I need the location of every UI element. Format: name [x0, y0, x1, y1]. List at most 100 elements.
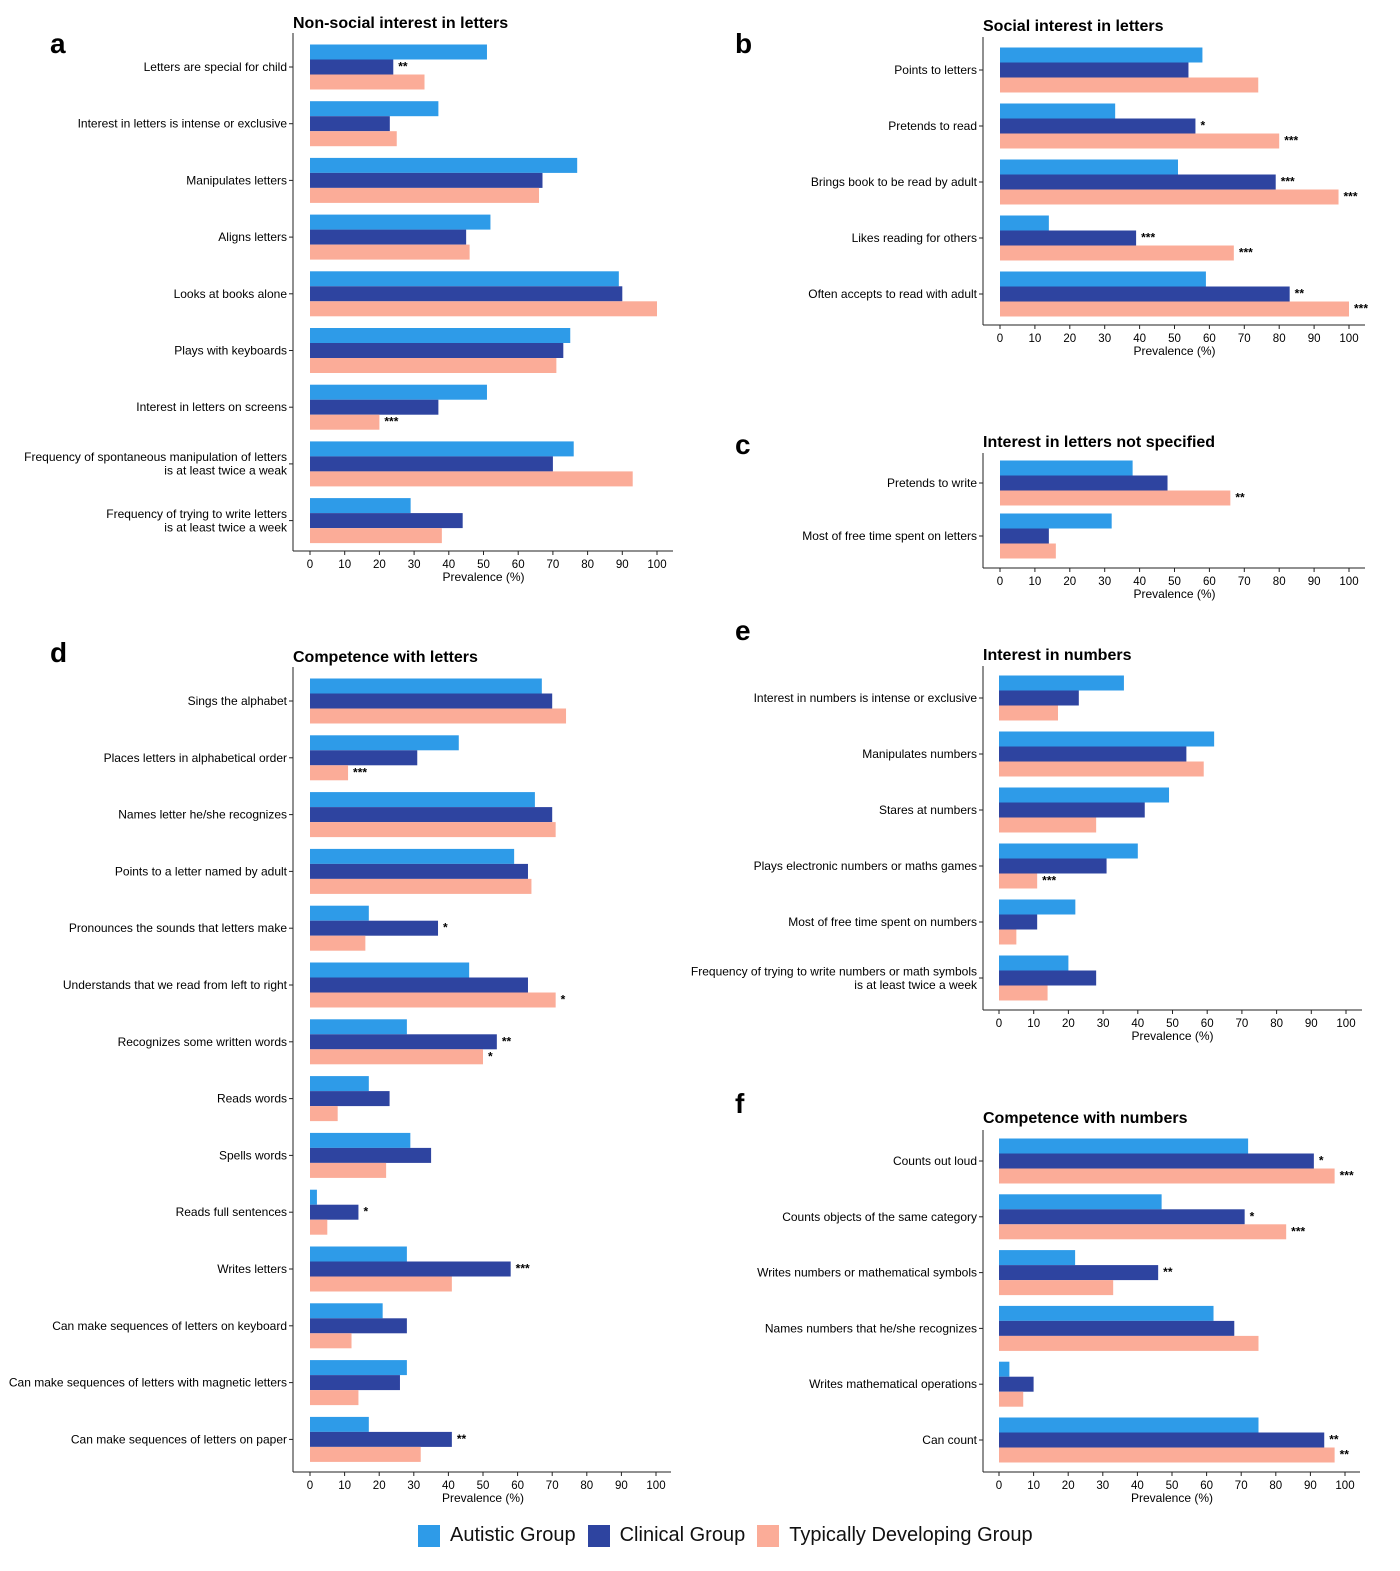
- category-label-e: Most of free time spent on numbers: [788, 915, 977, 929]
- x-tick-label-d: 70: [546, 1480, 559, 1492]
- bar-d-1: [310, 1091, 390, 1107]
- category-label-b: Points to letters: [894, 63, 977, 77]
- bar-a-1: [310, 59, 394, 75]
- panel-title-f: Competence with numbers: [983, 1110, 1188, 1127]
- x-tick-label-c: 40: [1133, 576, 1146, 588]
- bar-a-0: [310, 157, 578, 173]
- category-label-e: Plays electronic numbers or maths games: [754, 859, 977, 873]
- bar-b-1: [1000, 118, 1196, 134]
- legend: Autistic Group Clinical Group Typically …: [418, 1524, 1045, 1547]
- x-tick-label-c: 60: [1203, 576, 1216, 588]
- bar-e-1: [999, 858, 1107, 874]
- category-label-b: Brings book to be read by adult: [811, 175, 978, 189]
- bar-a-2: [310, 414, 380, 430]
- x-tick-label-f: 60: [1200, 1480, 1213, 1492]
- bar-e-1: [999, 802, 1145, 818]
- bar-a-1: [310, 229, 467, 245]
- bar-f-0: [999, 1194, 1162, 1210]
- bar-e-1: [999, 690, 1079, 706]
- bar-d-2: [310, 1219, 328, 1235]
- bar-b-2: [1000, 301, 1349, 317]
- x-tick-label-e: 70: [1236, 1018, 1249, 1030]
- x-axis-label-f: Prevalence (%): [1131, 1491, 1213, 1505]
- bar-d-0: [310, 905, 369, 921]
- bar-a-2: [310, 74, 425, 90]
- x-tick-label-a: 60: [512, 559, 525, 571]
- x-axis-label-d: Prevalence (%): [442, 1491, 524, 1505]
- category-label-d: Pronounces the sounds that letters make: [69, 921, 287, 935]
- bar-a-0: [310, 441, 574, 457]
- category-label-d: Points to a letter named by adult: [115, 864, 288, 878]
- bar-c-2: [1000, 490, 1231, 506]
- legend-label-clinical: Clinical Group: [619, 1524, 746, 1546]
- significance-marker-f: **: [1340, 1448, 1350, 1462]
- bar-d-2: [310, 992, 556, 1008]
- bar-f-2: [999, 1391, 1024, 1407]
- category-label-f: Names numbers that he/she recognizes: [765, 1321, 977, 1335]
- x-tick-label-c: 80: [1273, 576, 1286, 588]
- x-tick-label-d: 90: [615, 1480, 628, 1492]
- legend-label-autistic: Autistic Group: [450, 1524, 576, 1546]
- category-label-a: Manipulates letters: [186, 173, 287, 187]
- x-tick-label-a: 90: [616, 559, 629, 571]
- bar-d-1: [310, 693, 553, 709]
- x-tick-label-c: 50: [1168, 576, 1181, 588]
- x-tick-label-b: 0: [997, 333, 1003, 345]
- bar-c-1: [1000, 528, 1049, 544]
- x-tick-label-f: 80: [1269, 1480, 1282, 1492]
- x-tick-label-e: 10: [1027, 1018, 1040, 1030]
- x-tick-label-c: 70: [1238, 576, 1251, 588]
- x-axis-label-a: Prevalence (%): [442, 570, 524, 584]
- panel-title-c: Interest in letters not specified: [983, 434, 1215, 451]
- bar-b-0: [1000, 103, 1116, 119]
- bar-a-1: [310, 116, 390, 132]
- bar-a-0: [310, 384, 487, 400]
- significance-marker-d: *: [443, 921, 448, 935]
- bar-d-0: [310, 1416, 369, 1432]
- category-label-d: Names letter he/she recognizes: [118, 808, 287, 822]
- bar-a-1: [310, 456, 553, 472]
- bar-a-1: [310, 172, 543, 188]
- panel-title-a: Non-social interest in letters: [293, 15, 508, 32]
- significance-marker-a: ***: [384, 415, 398, 429]
- bar-d-2: [310, 1446, 421, 1462]
- panel-letter-d: d: [50, 637, 67, 668]
- bar-d-2: [310, 708, 567, 724]
- bar-a-0: [310, 498, 411, 514]
- bar-d-0: [310, 1189, 317, 1205]
- x-tick-label-a: 10: [338, 559, 351, 571]
- x-tick-label-a: 20: [373, 559, 386, 571]
- x-tick-label-a: 80: [581, 559, 594, 571]
- bar-a-2: [310, 358, 557, 373]
- bar-b-2: [1000, 133, 1280, 149]
- significance-marker-b: ***: [1354, 302, 1368, 316]
- category-label-d: Can make sequences of letters on paper: [71, 1432, 287, 1446]
- x-tick-label-b: 100: [1339, 333, 1358, 345]
- category-label-d: Recognizes some written words: [118, 1035, 287, 1049]
- bar-a-1: [310, 343, 564, 358]
- category-label-b: Often accepts to read with adult: [808, 287, 977, 301]
- legend-swatch-clinical: [587, 1524, 610, 1547]
- category-label-a: Aligns letters: [218, 230, 287, 244]
- panel-letter-f: f: [735, 1088, 745, 1119]
- bar-b-1: [1000, 62, 1189, 78]
- legend-item-typical: Typically Developing Group: [757, 1524, 1033, 1547]
- x-tick-label-b: 40: [1133, 333, 1146, 345]
- bar-d-2: [310, 878, 532, 894]
- bar-d-1: [310, 1431, 452, 1447]
- category-label-f: Writes mathematical operations: [809, 1377, 977, 1391]
- bar-d-2: [310, 1276, 452, 1292]
- significance-marker-d: ***: [516, 1262, 530, 1276]
- bar-f-0: [999, 1305, 1214, 1321]
- legend-item-autistic: Autistic Group: [418, 1524, 576, 1547]
- category-label-d: Sings the alphabet: [188, 694, 288, 708]
- x-tick-label-c: 100: [1339, 576, 1358, 588]
- bar-d-2: [310, 1390, 359, 1406]
- category-label-d: Reads words: [217, 1092, 287, 1106]
- bar-d-2: [310, 935, 366, 951]
- significance-marker-f: *: [1250, 1209, 1255, 1223]
- category-label-a: Interest in letters on screens: [136, 400, 287, 414]
- category-label-c: Pretends to write: [887, 476, 977, 490]
- bar-d-1: [310, 750, 418, 766]
- x-tick-label-b: 50: [1168, 333, 1181, 345]
